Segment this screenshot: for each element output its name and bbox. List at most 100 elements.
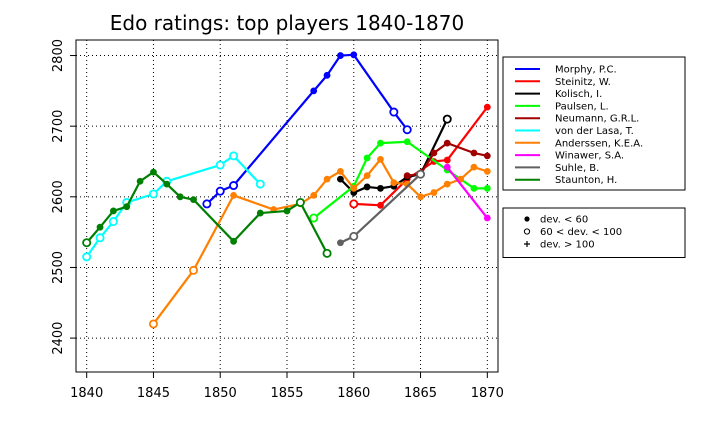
axes: 1840 1845 1850 1855 1860 1865 1870 2400 2500 2600… xyxy=(51,39,504,401)
data-point xyxy=(136,177,144,185)
data-point xyxy=(377,201,384,209)
y-tick-label: 2500 xyxy=(51,251,66,284)
data-point xyxy=(95,233,105,243)
data-point xyxy=(377,139,384,147)
data-point xyxy=(442,114,452,124)
data-point xyxy=(190,196,197,204)
data-point xyxy=(96,223,104,231)
legend-label: Anderssen, K.E.A. xyxy=(555,138,643,149)
data-point xyxy=(470,163,478,171)
data-point xyxy=(403,172,411,180)
series-line xyxy=(313,140,488,219)
data-point xyxy=(215,186,225,196)
data-point xyxy=(363,172,371,180)
data-point xyxy=(82,252,92,262)
data-point xyxy=(483,152,491,160)
data-point xyxy=(337,239,344,247)
x-tick-label: 1840 xyxy=(70,386,103,401)
x-tick-label: 1850 xyxy=(204,386,237,401)
series-line xyxy=(206,53,409,205)
data-point xyxy=(148,189,158,199)
uncertainty-legend-label: dev. < 60 xyxy=(540,215,588,226)
data-point xyxy=(402,125,412,135)
uncertainty-legend-label: 60 < dev. < 100 xyxy=(540,227,622,238)
data-point xyxy=(255,179,265,189)
series-Morphy, P.C. xyxy=(202,51,412,209)
uncertainty-legend-label: dev. > 100 xyxy=(540,240,595,251)
series-line xyxy=(446,166,489,219)
chart-title: Edo ratings: top players 1840-1870 xyxy=(110,11,464,35)
legend-label: Suhle, B. xyxy=(555,163,599,174)
data-point xyxy=(202,199,212,209)
data-point xyxy=(176,193,184,201)
data-point xyxy=(309,213,319,223)
data-point xyxy=(389,107,399,117)
data-point xyxy=(350,51,358,59)
data-point xyxy=(430,149,438,157)
data-point xyxy=(123,203,131,211)
data-point xyxy=(283,207,291,215)
legend-label: Steinitz, W. xyxy=(555,77,611,88)
data-point xyxy=(443,139,451,147)
data-point xyxy=(443,156,451,164)
data-point xyxy=(322,248,332,258)
data-point xyxy=(189,265,199,275)
legend-label: Staunton, H. xyxy=(555,175,617,186)
data-point xyxy=(443,163,451,171)
data-point xyxy=(229,151,239,161)
legend-label: von der Lasa, T. xyxy=(555,126,634,137)
plot-series xyxy=(82,51,491,329)
data-point xyxy=(215,160,225,170)
data-point xyxy=(350,184,358,192)
data-point xyxy=(229,181,239,191)
series-Winawer, S.A. xyxy=(443,163,491,222)
data-point xyxy=(377,184,384,192)
open-circle-marker xyxy=(523,228,531,235)
data-point xyxy=(416,169,426,179)
data-point xyxy=(310,192,318,199)
legend-label: Winawer, S.A. xyxy=(555,151,624,162)
series-Staunton, H. xyxy=(82,168,332,258)
data-point xyxy=(483,103,491,111)
data-point xyxy=(417,193,424,201)
data-point xyxy=(230,192,237,199)
data-point xyxy=(390,179,398,187)
data-point xyxy=(230,237,237,245)
x-tick-label: 1860 xyxy=(337,386,370,401)
data-point xyxy=(443,180,451,188)
y-tick-label: 2700 xyxy=(51,110,66,143)
legend-label: Kolisch, I. xyxy=(555,89,602,100)
legend-label: Neumann, G.R.L. xyxy=(555,114,639,125)
x-tick-label: 1870 xyxy=(471,386,504,401)
data-point xyxy=(403,138,411,146)
data-point xyxy=(310,87,318,95)
data-point xyxy=(256,209,264,217)
plus-marker xyxy=(524,241,530,247)
series-line xyxy=(85,170,329,254)
x-tick-label: 1845 xyxy=(137,386,170,401)
data-point xyxy=(148,319,158,329)
data-point xyxy=(483,184,491,192)
grid xyxy=(76,40,498,372)
data-point xyxy=(337,52,344,59)
data-point xyxy=(483,214,491,222)
data-point xyxy=(323,175,331,183)
data-point xyxy=(470,149,478,157)
data-point xyxy=(337,175,344,183)
uncertainty-legend-box xyxy=(502,207,686,258)
data-point xyxy=(150,168,157,176)
data-point xyxy=(483,167,491,175)
y-tick-label: 2600 xyxy=(51,180,66,213)
series-von der Lasa, T. xyxy=(82,151,265,262)
data-point xyxy=(363,183,371,191)
data-point xyxy=(349,199,359,209)
data-point xyxy=(363,154,371,162)
x-tick-label: 1865 xyxy=(404,386,437,401)
series-legend: Morphy, P.C.Steinitz, W.Kolisch, I.Pauls… xyxy=(502,56,686,191)
series-Suhle, B. xyxy=(337,169,426,247)
data-point xyxy=(430,189,438,196)
data-point xyxy=(323,71,331,79)
data-point xyxy=(108,217,118,227)
